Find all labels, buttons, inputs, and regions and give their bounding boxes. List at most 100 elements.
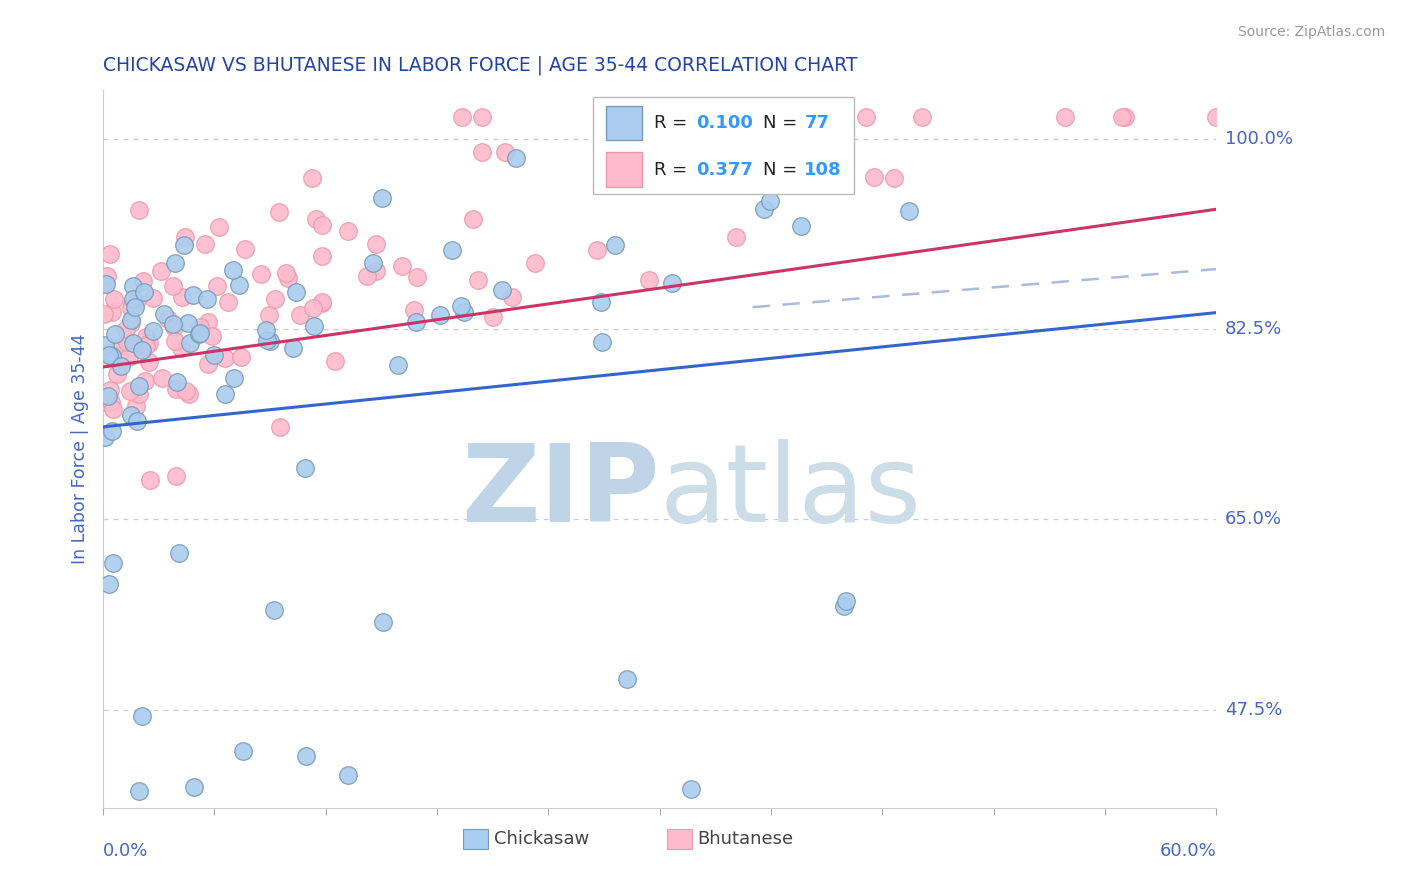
Point (127, 338, 149, 352)
Point (94, 430, 117, 444)
Point (855, 110, 877, 124)
Point (150, 263, 173, 277)
Bar (606, 153, 643, 186)
Point (128, 387, 150, 401)
Text: 0.100: 0.100 (696, 114, 754, 132)
Point (364, 264, 387, 278)
Point (208, 220, 231, 235)
Point (128, 202, 150, 217)
Point (471, 145, 494, 159)
Point (131, 274, 153, 288)
Text: 108: 108 (804, 161, 842, 178)
Point (131, 709, 153, 723)
Point (100, 305, 122, 319)
Point (356, 269, 378, 284)
Point (162, 317, 184, 331)
Text: 65.0%: 65.0% (1225, 510, 1282, 528)
Point (607, 153, 630, 168)
Point (174, 384, 197, 398)
Point (125, 400, 148, 414)
Point (173, 238, 195, 252)
Point (589, 295, 612, 310)
Point (494, 145, 516, 159)
Point (187, 327, 209, 342)
Point (170, 341, 193, 355)
Point (883, 170, 905, 185)
Point (169, 546, 191, 560)
Point (105, 368, 128, 382)
Text: R =: R = (654, 161, 693, 178)
Point (94, 351, 117, 365)
Text: 82.5%: 82.5% (1225, 320, 1282, 338)
Point (205, 278, 228, 293)
Point (233, 242, 256, 256)
Point (98, 247, 121, 261)
Point (835, 594, 858, 608)
Point (166, 375, 188, 389)
Point (197, 315, 219, 329)
Text: N =: N = (763, 114, 803, 132)
Point (391, 259, 413, 273)
Point (1054, 110, 1077, 124)
Point (138, 336, 160, 351)
Text: 0.0%: 0.0% (103, 841, 149, 860)
Point (98, 383, 121, 397)
Point (120, 301, 142, 316)
Point (104, 327, 127, 342)
Point (224, 370, 246, 384)
Text: Source: ZipAtlas.com: Source: ZipAtlas.com (1237, 25, 1385, 39)
Text: 0.377: 0.377 (696, 161, 754, 178)
Point (505, 151, 527, 165)
Point (269, 420, 291, 434)
Point (254, 323, 277, 337)
Text: atlas: atlas (659, 439, 922, 545)
Point (524, 256, 547, 270)
Point (679, 781, 702, 796)
Point (323, 353, 346, 368)
Point (264, 293, 287, 307)
Point (165, 382, 187, 396)
Point (232, 744, 254, 758)
Point (429, 308, 451, 322)
Point (163, 255, 186, 269)
Point (134, 375, 156, 389)
Text: CHICKASAW VS BHUTANESE IN LABOR FORCE | AGE 35-44 CORRELATION CHART: CHICKASAW VS BHUTANESE IN LABOR FORCE | … (103, 55, 858, 75)
Point (796, 135, 818, 149)
Text: R =: R = (654, 114, 693, 132)
Point (482, 310, 505, 325)
Point (897, 203, 920, 218)
Point (228, 277, 250, 292)
Point (911, 110, 934, 124)
Point (103, 292, 125, 306)
Point (93, 277, 115, 291)
Point (387, 358, 409, 372)
Point (118, 350, 141, 364)
Point (165, 469, 187, 483)
Point (294, 460, 316, 475)
Point (336, 224, 359, 238)
Point (591, 335, 613, 350)
Point (97, 576, 120, 591)
Point (194, 236, 217, 251)
Point (107, 340, 129, 354)
Point (696, 110, 718, 124)
Point (97, 345, 120, 359)
Point (259, 308, 281, 322)
Point (100, 395, 122, 409)
Point (179, 336, 201, 351)
Point (118, 384, 141, 398)
Point (461, 212, 484, 227)
Point (311, 218, 333, 232)
Point (678, 166, 700, 180)
Point (288, 308, 311, 322)
Point (94, 338, 117, 352)
Point (131, 343, 153, 358)
Point (96, 269, 118, 284)
Point (790, 219, 813, 234)
Y-axis label: In Labor Force | Age 35-44: In Labor Force | Age 35-44 (72, 334, 89, 564)
Point (371, 615, 394, 630)
Point (405, 270, 427, 285)
Point (832, 599, 855, 613)
Point (132, 285, 155, 300)
Point (125, 294, 148, 309)
